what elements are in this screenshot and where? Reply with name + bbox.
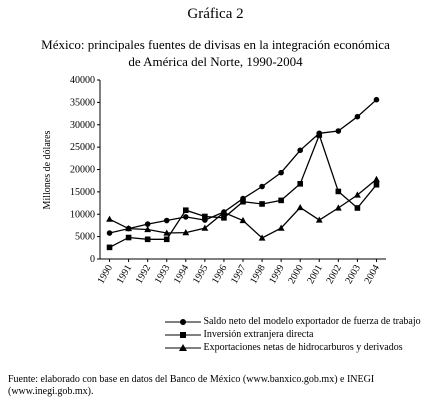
data-point-triangle xyxy=(201,224,209,231)
data-point-square xyxy=(202,213,208,220)
x-tick-label: 2004 xyxy=(363,263,383,286)
x-tick-label: 1995 xyxy=(191,263,211,286)
data-point-square xyxy=(316,132,323,138)
data-point-square xyxy=(221,215,227,221)
data-point-triangle xyxy=(258,234,266,241)
data-point-square xyxy=(297,181,303,187)
legend-label-2: Inversión extranjera directa xyxy=(203,329,314,340)
source-note: Fuente: elaborado con base en datos del … xyxy=(8,374,375,397)
data-point-circle xyxy=(259,183,265,190)
data-point-triangle xyxy=(334,204,342,211)
data-point-triangle xyxy=(106,215,113,222)
legend-entry-1: Saldo neto del modelo exportador de fuer… xyxy=(165,316,421,328)
y-tick-label: 25000 xyxy=(70,142,95,153)
data-point-triangle xyxy=(296,203,304,211)
data-point-square xyxy=(259,201,265,207)
data-point-triangle xyxy=(354,191,361,198)
data-point-square xyxy=(278,197,284,204)
x-tick-label: 1999 xyxy=(267,263,287,286)
chart-title: Gráfica 2 xyxy=(187,6,244,22)
data-point-square xyxy=(163,236,170,243)
x-tick-label: 1998 xyxy=(248,263,268,286)
y-tick-label: 15000 xyxy=(70,187,95,198)
data-point-triangle xyxy=(373,175,380,182)
data-point-square xyxy=(106,244,113,251)
data-point-square xyxy=(240,198,246,205)
legend-label-3: Exportaciones netas de hidrocarburos y d… xyxy=(203,342,403,353)
legend-entry-3: Exportaciones netas de hidrocarburos y d… xyxy=(165,342,403,354)
data-point-triangle xyxy=(163,229,171,236)
data-point-triangle xyxy=(144,225,152,233)
x-tick-label: 1991 xyxy=(115,263,135,286)
x-tick-label: 1992 xyxy=(134,263,154,286)
x-tick-label: 1994 xyxy=(172,263,192,286)
data-point-square xyxy=(183,207,189,214)
data-point-circle xyxy=(354,113,361,120)
x-tick-label: 1993 xyxy=(153,263,173,286)
data-point-circle xyxy=(335,128,342,134)
y-tick-label: 5000 xyxy=(75,232,95,243)
y-tick-label: 10000 xyxy=(70,209,95,220)
legend-label-1: Saldo neto del modelo exportador de fuer… xyxy=(203,316,421,327)
data-point-circle xyxy=(106,230,113,236)
y-tick-label: 20000 xyxy=(70,165,95,176)
data-point-circle xyxy=(144,221,151,227)
data-point-square xyxy=(373,181,380,188)
data-point-triangle xyxy=(239,216,247,224)
data-point-square xyxy=(335,188,342,195)
data-point-square xyxy=(144,236,151,243)
data-point-circle xyxy=(297,147,304,154)
data-point-circle xyxy=(373,96,380,103)
series-line-1 xyxy=(109,99,377,234)
x-tick-label: 1990 xyxy=(96,263,116,286)
x-tick-label: 2000 xyxy=(286,263,306,286)
x-tick-label: 2003 xyxy=(343,263,363,286)
square-marker-icon xyxy=(165,331,201,338)
data-point-triangle xyxy=(182,228,190,236)
circle-marker-icon xyxy=(165,318,201,325)
x-tick-label: 2002 xyxy=(324,263,344,286)
y-tick-label: 35000 xyxy=(70,97,95,108)
x-tick-label: 1996 xyxy=(210,263,230,286)
triangle-marker-icon xyxy=(165,343,201,351)
data-point-square xyxy=(125,234,132,241)
data-point-circle xyxy=(183,214,189,220)
chart-subtitle-line2: de América del Norte, 1990-2004 xyxy=(128,54,303,69)
data-point-triangle xyxy=(220,208,228,216)
chart-subtitle-line1: México: principales fuentes de divisas e… xyxy=(41,37,390,52)
y-tick-label: 40000 xyxy=(70,75,95,86)
y-axis-label: Millones de dólares xyxy=(42,130,53,209)
y-tick-label: 0 xyxy=(90,254,95,265)
x-tick-label: 2001 xyxy=(305,263,325,286)
data-point-triangle xyxy=(315,216,323,223)
y-tick-label: 30000 xyxy=(70,120,95,131)
data-point-circle xyxy=(278,169,284,176)
data-point-square xyxy=(354,205,361,211)
legend-entry-2: Inversión extranjera directa xyxy=(165,329,313,341)
data-point-triangle xyxy=(277,224,285,231)
x-tick-label: 1997 xyxy=(229,263,249,286)
data-point-circle xyxy=(163,217,170,224)
data-point-triangle xyxy=(125,224,132,232)
